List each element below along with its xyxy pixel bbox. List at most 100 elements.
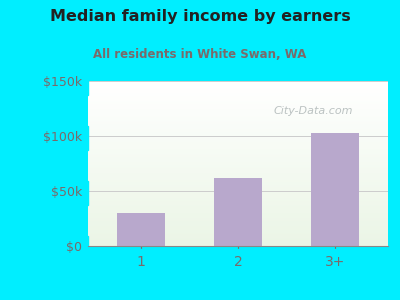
Bar	[88, 106, 388, 107]
Bar	[88, 203, 388, 205]
Bar	[88, 224, 388, 226]
Bar	[88, 107, 388, 109]
Bar	[88, 221, 388, 223]
Text: Median family income by earners: Median family income by earners	[50, 9, 350, 24]
Bar	[88, 150, 388, 152]
Bar	[88, 200, 388, 202]
Bar	[88, 139, 388, 140]
Bar	[88, 112, 388, 114]
Bar	[88, 173, 388, 175]
Bar	[88, 119, 388, 121]
Bar	[88, 81, 388, 82]
Bar	[88, 180, 388, 182]
Bar	[88, 111, 388, 112]
Bar	[88, 175, 388, 177]
Bar	[88, 157, 388, 158]
Bar	[88, 178, 388, 180]
Bar	[88, 167, 388, 168]
Bar	[88, 236, 388, 238]
Bar	[88, 102, 388, 104]
Bar	[88, 82, 388, 84]
Bar	[88, 104, 388, 106]
Bar	[88, 187, 388, 188]
Bar	[88, 134, 388, 135]
Bar	[88, 132, 388, 134]
Bar	[88, 182, 388, 183]
Bar	[88, 172, 388, 173]
Bar	[88, 96, 388, 98]
Bar	[88, 165, 388, 167]
Bar	[88, 125, 388, 127]
Bar	[88, 185, 388, 187]
Bar	[88, 145, 388, 147]
Bar	[88, 152, 388, 154]
Bar	[88, 183, 388, 185]
Bar	[88, 117, 388, 119]
Bar	[88, 230, 388, 231]
Bar	[88, 154, 388, 155]
Bar	[88, 215, 388, 216]
Bar	[88, 122, 388, 124]
Bar	[88, 101, 388, 102]
Bar	[88, 213, 388, 215]
Bar	[88, 98, 388, 99]
Bar	[88, 84, 388, 86]
Bar	[88, 195, 388, 196]
Bar	[88, 158, 388, 160]
Bar	[88, 233, 388, 235]
Bar	[88, 129, 388, 130]
Bar	[88, 137, 388, 139]
Bar	[88, 243, 388, 244]
Bar	[88, 92, 388, 94]
Bar	[88, 140, 388, 142]
Bar	[88, 94, 388, 96]
Bar	[88, 202, 388, 203]
Bar	[88, 91, 388, 92]
Bar	[88, 86, 388, 88]
Bar	[88, 89, 388, 91]
Bar	[88, 121, 388, 122]
Bar	[88, 127, 388, 129]
Bar	[88, 170, 388, 172]
Bar	[88, 155, 388, 157]
Bar	[88, 193, 388, 195]
Bar	[88, 226, 388, 228]
Text: All residents in White Swan, WA: All residents in White Swan, WA	[93, 48, 307, 61]
Bar	[88, 191, 388, 193]
Bar	[88, 238, 388, 239]
Bar	[88, 244, 388, 246]
Bar	[88, 190, 388, 191]
Bar	[117, 213, 166, 246]
Bar	[310, 133, 359, 246]
Bar	[88, 124, 388, 125]
Bar	[88, 216, 388, 218]
Bar	[88, 198, 388, 200]
Bar	[88, 223, 388, 224]
Bar	[88, 206, 388, 208]
Bar	[88, 241, 388, 243]
Bar	[88, 88, 388, 89]
Bar	[88, 168, 388, 170]
Bar	[88, 208, 388, 210]
Bar	[88, 231, 388, 233]
Bar	[214, 178, 262, 246]
Bar	[88, 130, 388, 132]
Bar	[88, 144, 388, 145]
Bar	[88, 210, 388, 211]
Bar	[88, 142, 388, 144]
Bar	[88, 220, 388, 221]
Bar	[88, 218, 388, 220]
Bar	[88, 177, 388, 178]
Bar	[88, 148, 388, 150]
Bar	[88, 160, 388, 162]
Bar	[88, 162, 388, 164]
Bar	[88, 147, 388, 148]
Bar	[88, 235, 388, 236]
Bar	[88, 205, 388, 206]
Bar	[88, 228, 388, 230]
Bar	[88, 188, 388, 190]
Bar	[88, 164, 388, 165]
Text: City-Data.com: City-Data.com	[274, 106, 354, 116]
Bar	[88, 211, 388, 213]
Bar	[88, 99, 388, 101]
